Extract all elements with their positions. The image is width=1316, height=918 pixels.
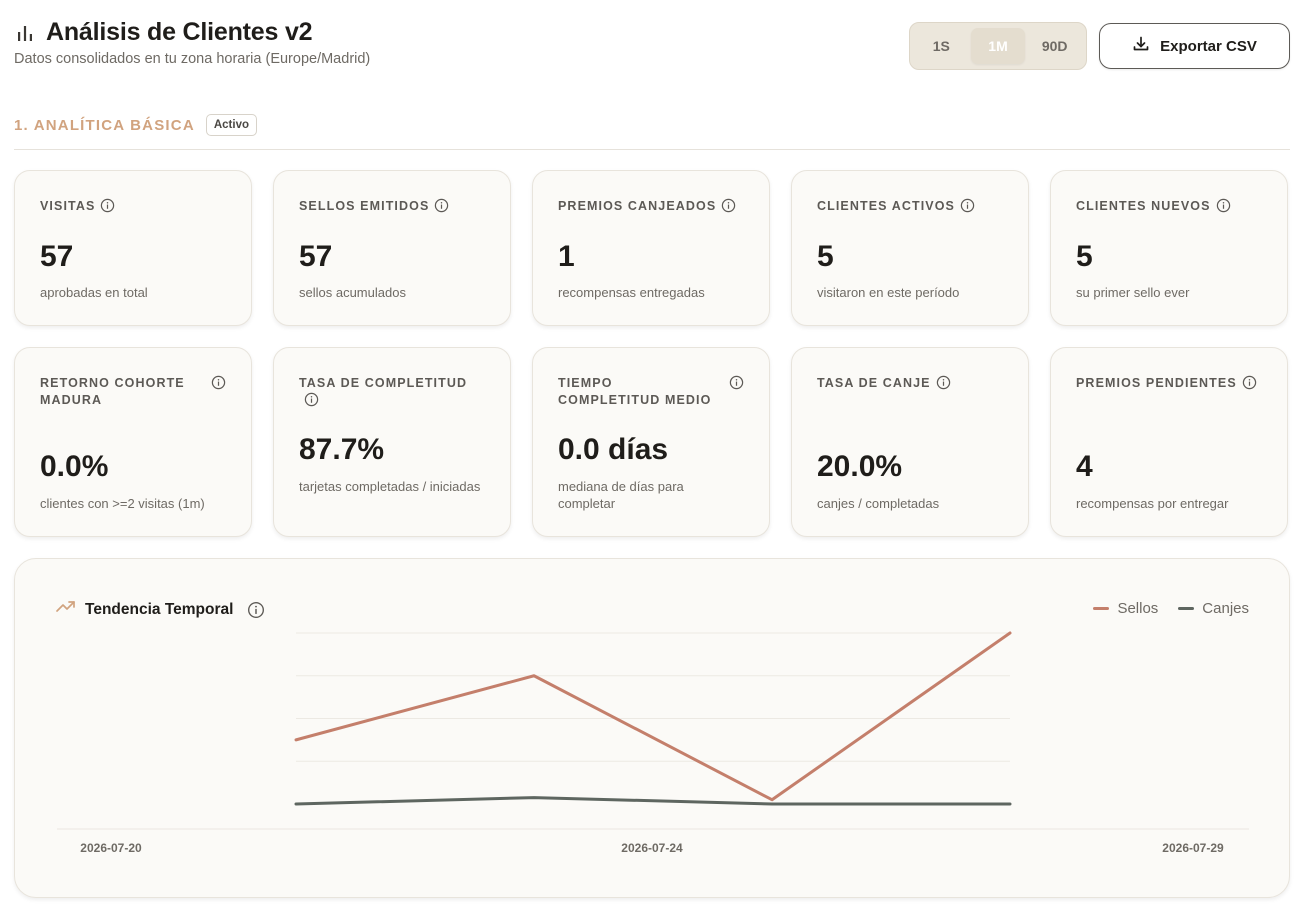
info-icon[interactable] [211,375,226,390]
card-label: PREMIOS PENDIENTES [1076,376,1237,390]
period-selector: 1S 1M 90D [909,22,1087,70]
page-title: Análisis de Clientes v2 [46,18,313,46]
metric-card-premios-pendientes: PREMIOS PENDIENTES 4 recompensas por ent… [1050,347,1288,537]
page-header: Análisis de Clientes v2 Datos consolidad… [14,18,1302,78]
metric-card-clientes-activos: CLIENTES ACTIVOS 5 visitaron en este per… [791,170,1029,326]
metric-card-premios-canjeados: PREMIOS CANJEADOS 1 recompensas entregad… [532,170,770,326]
info-icon[interactable] [434,198,449,213]
card-value: 20.0% [817,450,903,483]
page-subtitle: Datos consolidados en tu zona horaria (E… [14,51,371,67]
chart-title: Tendencia Temporal [85,600,234,618]
export-csv-label: Exportar CSV [1160,37,1257,55]
card-value: 1 [558,240,575,273]
legend-item-sellos[interactable]: Sellos [1093,600,1158,617]
card-label: SELLOS EMITIDOS [299,199,430,213]
download-icon [1132,35,1150,57]
metric-card-visitas: VISITAS 57 aprobadas en total [14,170,252,326]
info-icon[interactable] [721,198,736,213]
card-subtitle: aprobadas en total [40,285,148,300]
card-label: VISITAS [40,199,96,213]
card-value: 4 [1076,450,1093,483]
card-subtitle: sellos acumulados [299,285,406,300]
info-icon[interactable] [304,392,319,407]
metric-card-tiempo-completitud: TIEMPO COMPLETITUD MEDIO 0.0 días median… [532,347,770,537]
metric-card-clientes-nuevos: CLIENTES NUEVOS 5 su primer sello ever [1050,170,1288,326]
metric-card-tasa-completitud: TASA DE COMPLETITUD 87.7% tarjetas compl… [273,347,511,537]
series-line-canjes[interactable] [294,796,1012,806]
section-header: 1. ANALÍTICA BÁSICA Activo [14,114,258,136]
chart-header: Tendencia Temporal [55,599,265,620]
x-tick-label: 2026-07-20 [80,841,142,855]
period-1m-button[interactable]: 1M [970,28,1026,64]
info-icon[interactable] [960,198,975,213]
info-icon[interactable] [936,375,951,390]
section-divider [14,149,1290,150]
card-subtitle: su primer sello ever [1076,285,1190,300]
section-title: 1. ANALÍTICA BÁSICA [14,116,195,134]
series-line-sellos[interactable] [294,631,1012,802]
card-label: TASA DE CANJE [817,376,931,390]
card-subtitle: tarjetas completadas / iniciadas [299,479,481,494]
card-label: CLIENTES NUEVOS [1076,199,1211,213]
card-subtitle: clientes con >=2 visitas (1m) [40,496,205,511]
card-label: CLIENTES ACTIVOS [817,199,955,213]
period-90d-button[interactable]: 90D [1027,28,1082,64]
card-subtitle: visitaron en este período [817,285,960,300]
metric-card-tasa-canje: TASA DE CANJE 20.0% canjes / completadas [791,347,1029,537]
card-label: RETORNO COHORTE MADURA [40,376,185,407]
trend-chart: 2026-07-20 2026-07-24 2026-07-29 [57,631,1249,855]
metric-card-retorno-cohorte: RETORNO COHORTE MADURA 0.0% clientes con… [14,347,252,537]
card-subtitle: canjes / completadas [817,496,940,511]
legend-swatch-canjes [1178,607,1195,610]
trend-chart-card: Tendencia Temporal Sellos Canjes 2026-07… [14,558,1290,898]
card-value: 57 [40,240,74,273]
chart-legend: Sellos Canjes [1093,600,1249,617]
card-subtitle: mediana de días para completar [558,479,684,511]
card-label: PREMIOS CANJEADOS [558,199,717,213]
x-tick-label: 2026-07-24 [621,841,683,855]
card-label: TASA DE COMPLETITUD [299,376,468,390]
trending-up-icon [55,599,77,620]
legend-item-canjes[interactable]: Canjes [1178,600,1249,617]
card-value: 87.7% [299,433,385,466]
info-icon[interactable] [1216,198,1231,213]
card-value: 0.0 días [558,433,669,466]
info-icon[interactable] [729,375,744,390]
card-subtitle: recompensas entregadas [558,285,705,300]
card-value: 5 [817,240,834,273]
card-value: 57 [299,240,333,273]
bar-chart-icon [14,22,36,44]
card-label: TIEMPO COMPLETITUD MEDIO [558,376,712,407]
card-value: 0.0% [40,450,109,483]
legend-swatch-sellos [1093,607,1110,610]
legend-label: Canjes [1202,600,1249,617]
x-tick-label: 2026-07-29 [1162,841,1224,855]
card-subtitle: recompensas por entregar [1076,496,1229,511]
metric-card-sellos-emitidos: SELLOS EMITIDOS 57 sellos acumulados [273,170,511,326]
info-icon[interactable] [100,198,115,213]
info-icon[interactable] [247,601,265,619]
export-csv-button[interactable]: Exportar CSV [1099,23,1290,69]
status-badge: Activo [205,114,258,136]
period-1s-button[interactable]: 1S [914,28,969,64]
card-value: 5 [1076,240,1093,273]
info-icon[interactable] [1242,375,1257,390]
legend-label: Sellos [1117,600,1159,617]
